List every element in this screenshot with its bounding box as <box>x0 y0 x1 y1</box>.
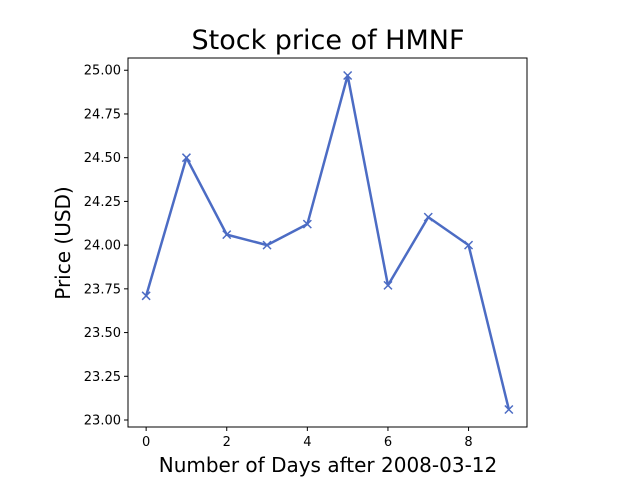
y-tick-label: 25.00 <box>84 64 121 79</box>
y-tick-label: 23.50 <box>84 326 121 341</box>
x-tick-label: 6 <box>384 435 392 450</box>
data-point <box>423 212 433 222</box>
data-point <box>464 240 474 250</box>
chart-title: Stock price of HMNF <box>191 25 464 56</box>
x-axis-ticks: 0 2 4 6 8 <box>142 427 473 450</box>
data-point <box>302 219 312 229</box>
y-tick-label: 24.50 <box>84 151 121 166</box>
data-point <box>383 280 393 290</box>
x-tick-label: 8 <box>464 435 472 450</box>
data-point <box>504 404 514 415</box>
y-tick-label: 23.00 <box>84 414 121 429</box>
y-axis-ticks: 23.00 23.25 23.50 23.75 24.00 24.25 24.50 24.75… <box>84 64 128 429</box>
x-tick-label: 4 <box>303 435 311 450</box>
y-tick-label: 24.75 <box>84 107 121 122</box>
data-point <box>141 291 151 301</box>
y-tick-label: 23.75 <box>84 282 121 297</box>
data-point <box>262 240 272 250</box>
y-tick-label: 24.25 <box>84 195 121 210</box>
y-axis-label: Price (USD) <box>51 186 75 300</box>
series-line <box>144 74 511 410</box>
x-tick-label: 0 <box>142 435 150 450</box>
data-point <box>181 153 191 163</box>
data-point <box>343 70 353 81</box>
series-layer <box>141 70 514 415</box>
y-tick-label: 24.00 <box>84 239 121 254</box>
data-point <box>222 230 232 240</box>
y-tick-label: 23.25 <box>84 370 121 385</box>
x-axis-label: Number of Days after 2008-03-12 <box>159 453 498 477</box>
plot-frame <box>127 57 528 428</box>
x-tick-label: 2 <box>223 435 231 450</box>
